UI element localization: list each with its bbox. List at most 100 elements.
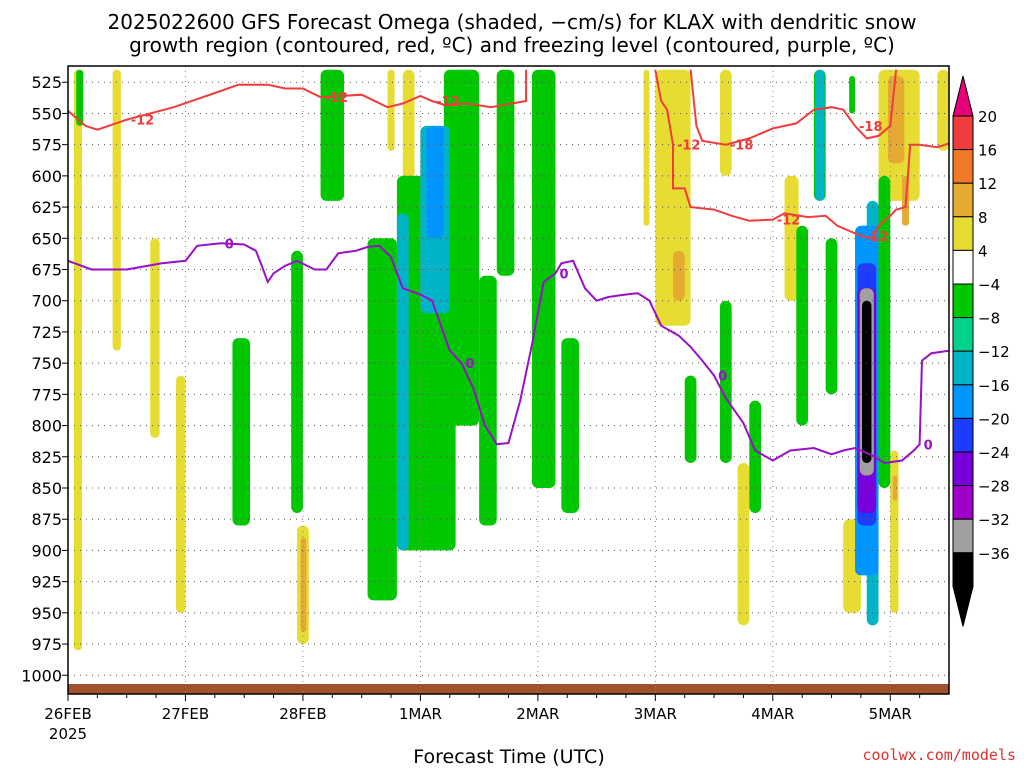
ground-fill: [68, 684, 949, 694]
y-tick-label-15: 900: [31, 541, 62, 560]
shade-region-21: [890, 450, 899, 613]
freezing-contour-label-0-4: 0: [924, 438, 933, 453]
y-tick-label-14: 875: [31, 510, 62, 529]
shade-region-22: [892, 475, 898, 501]
shade-region-5: [300, 537, 307, 632]
shade-region-23: [76, 69, 84, 126]
omega-shading: [73, 69, 949, 651]
x-tick-label-6: 4MAR: [751, 705, 794, 723]
shade-region-6: [387, 69, 395, 151]
colorbar-swatch-9: [952, 417, 974, 453]
shade-region-9: [643, 69, 650, 226]
shade-region-3: [176, 375, 186, 613]
snow-growth-contour-label-0-1: -12: [325, 91, 349, 106]
y-tick-label-11: 800: [31, 417, 62, 436]
colorbar-swatch-12: [952, 518, 974, 554]
colorbar-swatch-2: [952, 182, 974, 218]
colorbar-swatch-11: [952, 485, 974, 520]
y-tick-label-12: 825: [31, 448, 62, 467]
x-axis-year: 2025: [49, 725, 87, 743]
snow-growth-contour-label-1-0: -12: [677, 139, 701, 154]
colorbar-swatch-5: [952, 283, 974, 319]
y-tick-label-4: 625: [31, 198, 62, 217]
chart-title-line-1: 2025022600 GFS Forecast Omega (shaded, −…: [108, 10, 917, 34]
y-tick-label-8: 725: [31, 323, 62, 342]
freezing-contour-0: [68, 242, 949, 465]
freezing-contour-label-0-3: 0: [718, 370, 727, 385]
y-axis-ticks: 525 550 575 600 625 650 675 700 725 750 775 800 825 8…: [21, 73, 68, 685]
x-tick-label-1: 27FEB: [162, 705, 209, 723]
colorbar-swatch-3: [952, 216, 974, 251]
colorbar-swatch-6: [952, 317, 974, 352]
colorbar-swatch-4: [952, 249, 974, 285]
y-tick-label-5: 650: [31, 229, 62, 248]
snow-growth-contour-label-0-2: -12: [436, 95, 460, 110]
y-tick-label-16: 925: [31, 573, 62, 592]
snow-growth-contour-label-1-2: -12: [865, 230, 889, 245]
y-tick-label-13: 850: [31, 479, 62, 498]
y-tick-label-18: 975: [31, 635, 62, 654]
x-tick-label-0: 26FEB: [44, 705, 91, 723]
y-tick-label-3: 600: [31, 167, 62, 186]
colorbar-label-9: −20: [978, 410, 1010, 428]
shade-region-1: [112, 69, 121, 351]
colorbar-label-1: 16: [978, 142, 997, 160]
colorbar-label-6: −8: [978, 310, 1000, 328]
colorbar-swatch-10: [952, 451, 974, 487]
colorbar-under-triangle: [952, 585, 974, 627]
shade-region-24: [232, 338, 251, 526]
y-tick-label-0: 525: [31, 73, 62, 92]
shade-region-36: [749, 400, 762, 513]
shade-region-2: [150, 238, 160, 439]
shade-region-32: [531, 69, 556, 488]
y-tick-label-19: 1000: [21, 666, 62, 685]
colorbar-swatch-7: [952, 350, 974, 386]
colorbar-label-2: 12: [978, 175, 997, 193]
shade-region-29: [443, 69, 480, 426]
colorbar-label-11: −28: [978, 478, 1010, 496]
shade-region-37: [796, 225, 809, 426]
y-tick-label-17: 950: [31, 604, 62, 623]
x-axis-ticks: 26FEB 27FEB 28FEB 1MAR 2MAR 3MAR 4MAR 5MAR: [44, 694, 921, 723]
shade-region-12: [719, 69, 732, 176]
shade-region-20: [937, 69, 949, 151]
freezing-contour-label-0-2: 0: [559, 267, 568, 282]
shade-region-27: [367, 238, 397, 601]
colorbar-label-8: −16: [978, 377, 1010, 395]
shade-region-34: [684, 375, 697, 464]
y-tick-label-7: 700: [31, 292, 62, 311]
colorbar-over-triangle: [952, 75, 974, 117]
colorbar-swatch-0: [952, 115, 974, 151]
snow-growth-contour-label-2-1: -18: [859, 120, 883, 135]
shade-region-33: [561, 338, 579, 513]
contour-labels: -12 -12 -12 -12 -12 -12 -18 -18 0 0 0 0 0: [131, 91, 933, 453]
shade-region-11: [672, 250, 685, 301]
shade-region-44: [426, 125, 444, 239]
colorbar-label-10: −24: [978, 444, 1010, 462]
snow-growth-contour-label-2-0: -18: [730, 139, 754, 154]
x-tick-label-4: 2MAR: [516, 705, 559, 723]
shade-region-25: [291, 250, 303, 513]
shade-region-0: [73, 69, 83, 651]
colorbar-swatch-1: [952, 149, 974, 184]
snow-growth-contour-label-1-1: -12: [777, 214, 801, 229]
shade-region-13: [737, 463, 750, 626]
shade-region-35: [719, 300, 732, 464]
credit-text: coolwx.com/models: [862, 746, 1016, 764]
freezing-contour-label-0-1: 0: [466, 357, 475, 372]
snow-growth-contour-0: [68, 69, 528, 131]
x-tick-label-7: 5MAR: [869, 705, 912, 723]
ground-band: [68, 684, 949, 694]
shade-region-31: [496, 69, 515, 276]
shade-region-51: [862, 300, 872, 464]
contours: [68, 69, 949, 465]
y-tick-label-1: 550: [31, 104, 62, 123]
freezing-contour-label-0-0: 0: [225, 237, 234, 252]
colorbar: 20 16 12 8 4 −4 −8 −12 −16 −20 −24 −28 −32 −36: [952, 75, 1010, 627]
colorbar-swatch-13: [952, 552, 974, 587]
colorbar-label-13: −36: [978, 545, 1010, 563]
y-tick-label-10: 775: [31, 385, 62, 404]
colorbar-label-3: 8: [978, 209, 988, 227]
shade-region-18: [887, 75, 905, 164]
